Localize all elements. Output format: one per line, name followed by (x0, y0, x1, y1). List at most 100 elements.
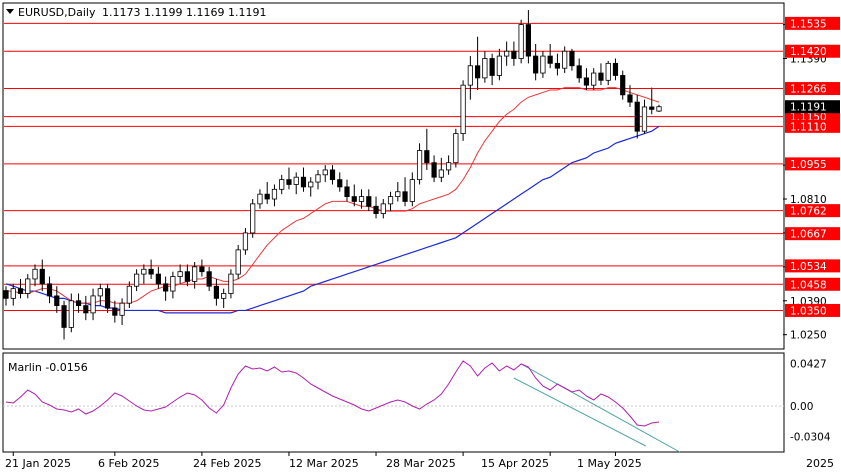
candle-body (656, 106, 662, 112)
candle-body (141, 268, 147, 275)
candle (402, 177, 408, 207)
candle-body (569, 50, 575, 67)
candle (68, 293, 74, 333)
candle (286, 167, 292, 190)
candle-body (358, 196, 365, 202)
candle-body (17, 288, 24, 294)
collapse-triangle-icon[interactable] (6, 9, 14, 14)
candle (112, 300, 118, 323)
candle-body (75, 300, 82, 307)
candle (475, 36, 481, 90)
candle-body (235, 249, 241, 275)
candle-body (119, 302, 125, 316)
level-label-background (785, 16, 840, 30)
candle (453, 128, 459, 168)
candle (3, 286, 9, 306)
candle-body (366, 196, 372, 207)
level-label-background (785, 303, 840, 317)
candle (308, 177, 314, 197)
chart-header: EURUSD,Daily 1.1173 1.1199 1.1169 1.1191 (6, 6, 266, 19)
candle (612, 58, 619, 81)
candle-body (3, 290, 9, 299)
level-label: 1.1420 (790, 46, 827, 58)
candle (649, 87, 655, 115)
candle (344, 179, 350, 202)
candle-body (337, 179, 343, 188)
candle (431, 155, 437, 183)
candle-body (25, 278, 31, 294)
candle-body (329, 169, 336, 181)
candle (148, 259, 154, 279)
candle-body (554, 62, 561, 69)
indicator-level-zero: 0.00 (790, 401, 813, 413)
x-tick-label: 6 Feb 2025 (98, 457, 159, 470)
candle (228, 269, 234, 299)
candle (620, 70, 626, 100)
candle (518, 19, 524, 64)
candle-body (155, 273, 161, 285)
trend-channel-lines (513, 363, 680, 453)
candle-body (315, 174, 321, 183)
candle-body (351, 196, 357, 202)
candle-body (184, 271, 190, 282)
candle (438, 157, 444, 183)
candle (416, 143, 423, 185)
candle (380, 199, 386, 219)
level-label-background (785, 227, 840, 241)
candle (25, 274, 31, 299)
candle-body (221, 293, 227, 299)
candle (540, 51, 546, 78)
level-label: 1.1110 (790, 121, 827, 133)
candle-body (163, 283, 169, 292)
level-label: 1.0350 (790, 305, 827, 317)
candle (605, 60, 611, 86)
main-price-pane[interactable]: 1.15301.13901.09501.08101.06701.05301.03… (2, 2, 840, 350)
candle-body (525, 24, 532, 57)
candle (104, 283, 111, 313)
candle (97, 283, 103, 306)
candle-body (126, 285, 132, 304)
candle-body (424, 150, 430, 164)
candle-body (460, 84, 466, 135)
candle-body (387, 196, 394, 205)
candle-body (39, 268, 45, 285)
level-label-background (785, 82, 840, 96)
candle (39, 259, 45, 292)
candle-body (228, 273, 234, 294)
candle-body (467, 65, 473, 86)
candle (329, 165, 336, 185)
candle-body (620, 75, 626, 96)
current-price-label: 1.1191 (790, 102, 827, 114)
candle-body (264, 193, 270, 200)
x-axis: 21 Jan 2025 6 Feb 2025 24 Feb 2025 12 Mar 2… (5, 452, 834, 470)
candle (61, 300, 67, 340)
candle-body (583, 77, 590, 86)
candle (119, 298, 125, 325)
candle-body (641, 106, 648, 132)
level-label: 1.0458 (790, 279, 827, 291)
candle (627, 85, 633, 107)
level-label-background (785, 157, 840, 171)
ohlc-readout: 1.1173 1.1199 1.1169 1.1191 (102, 6, 266, 19)
candle (46, 276, 53, 304)
candle (221, 288, 227, 309)
y-tick-label: 1.0250 (790, 330, 827, 342)
candle-body (300, 176, 307, 188)
candle (279, 174, 285, 195)
candle (554, 53, 561, 76)
candle-body (271, 188, 278, 200)
candle-body (402, 191, 408, 202)
candle (177, 264, 183, 284)
candle-body (148, 268, 154, 275)
x-tick-label: 15 Apr 2025 (481, 457, 549, 470)
candle (250, 199, 256, 238)
marlin-indicator-pane[interactable]: Marlin -0.0156 0.0427 0.00 -0.0304 (2, 352, 831, 453)
candle (504, 41, 510, 66)
level-label: 1.0955 (790, 159, 827, 171)
horizontal-levels (4, 22, 783, 311)
candle-body (112, 307, 118, 316)
level-price-labels: 1.15351.14201.12661.11501.11101.09551.07… (785, 16, 840, 317)
indicator-level-top: 0.0427 (790, 358, 827, 370)
candle-body (286, 179, 292, 185)
candle-body (445, 162, 452, 171)
